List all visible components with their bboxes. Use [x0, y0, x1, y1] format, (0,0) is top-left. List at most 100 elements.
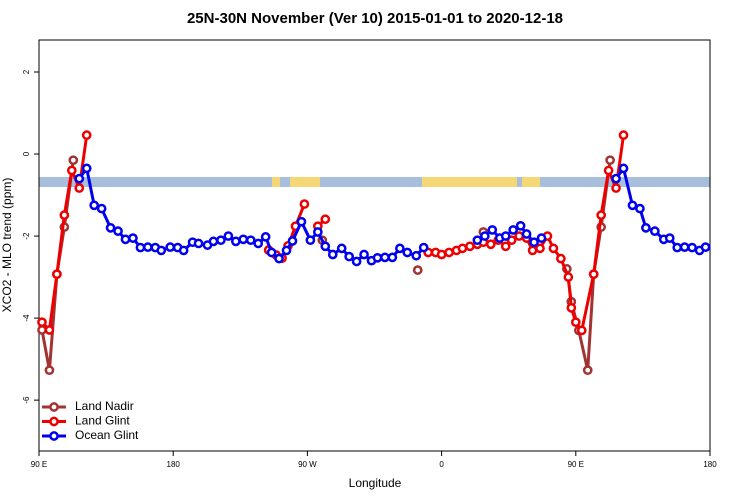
point — [135, 242, 146, 253]
point — [679, 242, 690, 252]
point — [327, 249, 338, 260]
x-tick-label: 0 — [439, 460, 444, 469]
chart-title: 25N-30N November (Ver 10) 2015-01-01 to … — [187, 10, 563, 27]
point — [266, 247, 277, 258]
point — [611, 173, 621, 184]
point — [281, 245, 292, 256]
point — [44, 325, 55, 335]
x-tick-label: 180 — [167, 460, 181, 469]
point — [536, 233, 547, 243]
point — [274, 253, 284, 264]
point — [618, 130, 629, 141]
point — [216, 235, 226, 246]
x-tick-label: 180 — [703, 460, 717, 469]
point — [387, 252, 398, 263]
series-line — [40, 134, 626, 332]
point — [457, 243, 468, 254]
point — [664, 233, 675, 243]
legend-label: Ocean Glint — [75, 428, 139, 442]
point — [89, 200, 100, 211]
point — [582, 365, 593, 376]
point — [296, 216, 307, 227]
point — [37, 325, 47, 335]
x-tick-label: 90 E — [31, 460, 47, 469]
x-tick-label: 90 E — [568, 460, 584, 469]
y-tick-label: 2 — [22, 69, 31, 74]
y-tick-label: 0 — [22, 151, 31, 156]
point — [336, 243, 347, 254]
land-ocean-band — [39, 177, 710, 187]
point — [444, 247, 454, 258]
point — [208, 236, 219, 247]
point — [465, 241, 475, 252]
point — [320, 214, 331, 225]
point — [128, 233, 138, 243]
point — [529, 237, 539, 248]
point — [563, 272, 574, 282]
point — [96, 203, 107, 214]
point — [649, 226, 660, 236]
legend-marker — [49, 402, 59, 412]
point — [193, 238, 204, 249]
point — [535, 243, 545, 254]
point — [672, 242, 683, 253]
point — [156, 245, 167, 256]
point — [178, 245, 189, 256]
point — [74, 183, 85, 193]
point — [603, 165, 614, 176]
point — [635, 203, 645, 214]
point — [238, 234, 249, 245]
y-axis-label: XCO2 - MLO trend (ppm) — [0, 178, 14, 313]
point — [230, 236, 241, 247]
point — [299, 199, 310, 209]
point — [479, 231, 490, 241]
point — [521, 229, 532, 239]
point — [588, 269, 599, 280]
y-tick-label: -2 — [22, 232, 31, 240]
point — [344, 251, 355, 262]
point — [74, 173, 85, 184]
legend-marker — [49, 431, 59, 441]
point — [508, 225, 519, 235]
point — [66, 165, 77, 176]
point — [500, 231, 511, 241]
point — [287, 236, 298, 246]
point — [351, 256, 362, 267]
point — [372, 252, 383, 263]
series-line — [40, 159, 612, 372]
point — [485, 239, 496, 250]
point — [687, 242, 697, 253]
point — [515, 220, 526, 231]
point — [411, 250, 422, 261]
point — [260, 232, 271, 242]
point — [320, 241, 331, 252]
point — [418, 242, 429, 253]
point — [105, 223, 116, 233]
y-tick-label: -6 — [22, 396, 31, 404]
point — [556, 253, 566, 264]
point — [394, 243, 405, 254]
point — [81, 130, 92, 141]
x-axis-label: Longitude — [349, 476, 402, 490]
point — [412, 265, 423, 275]
point — [81, 163, 92, 174]
point — [596, 210, 606, 220]
point — [113, 226, 123, 236]
point — [570, 317, 581, 328]
point — [59, 210, 70, 220]
point — [700, 242, 711, 252]
point — [605, 155, 615, 166]
point — [627, 200, 638, 211]
point — [359, 249, 369, 260]
x-tick-label: 90 W — [298, 460, 317, 469]
point — [37, 317, 47, 328]
point — [305, 235, 316, 246]
point — [312, 227, 323, 237]
y-tick-label: -4 — [22, 314, 31, 322]
legend-marker — [49, 416, 59, 427]
point — [548, 243, 559, 254]
point — [566, 302, 577, 313]
point — [165, 242, 176, 252]
point — [641, 223, 651, 233]
